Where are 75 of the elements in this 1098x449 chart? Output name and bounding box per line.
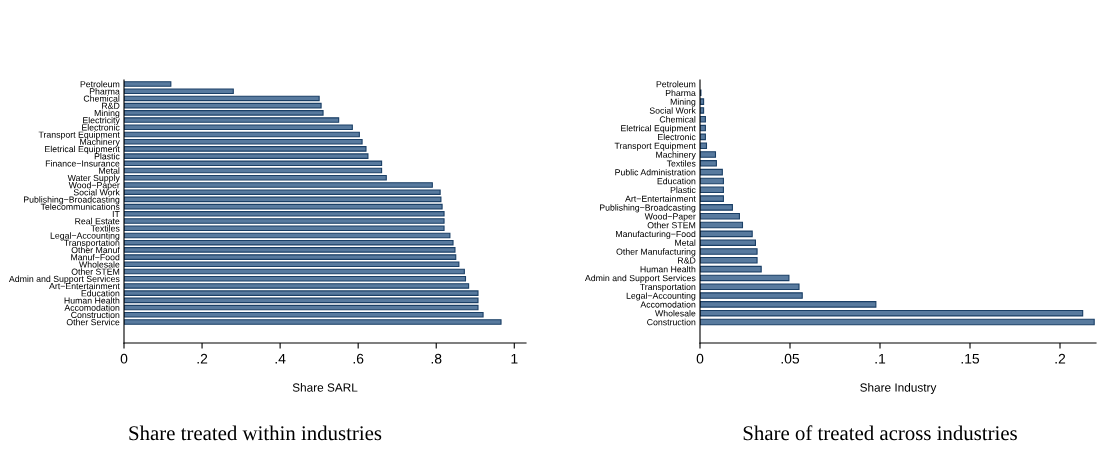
- y-tick-label: Art−Entertainment: [49, 282, 120, 290]
- x-axis-title: Share SARL: [292, 383, 358, 392]
- y-tick-label: Wholesale: [79, 261, 120, 268]
- x-tick-label: .8: [431, 353, 442, 364]
- x-tick-label: 0: [696, 353, 704, 364]
- y-tick-label: Pharma: [665, 89, 696, 97]
- y-tick-label: Education: [657, 177, 696, 185]
- y-tick-label: Real Estate: [75, 217, 120, 225]
- y-tick-label: Other STEM: [647, 221, 696, 229]
- x-tick-label: 1: [511, 353, 518, 364]
- y-tick-label: Eletrical Equipment: [45, 145, 120, 154]
- y-tick-label: Finance−Insurance: [45, 160, 120, 167]
- y-tick-label: R&D: [678, 257, 696, 264]
- y-tick-label: Eletrical Equipment: [621, 124, 696, 134]
- y-tick-label: R&D: [102, 102, 120, 109]
- y-tick-label: Art−Entertainment: [625, 195, 696, 202]
- y-tick-label: Electronic: [658, 133, 696, 141]
- y-tick-label: Pharma: [89, 88, 120, 95]
- y-tick-label: Textiles: [666, 160, 696, 167]
- y-tick-label: Legal−Accounting: [50, 232, 120, 241]
- y-tick-label: Wood−Paper: [68, 181, 120, 190]
- y-tick-label: Mining: [94, 109, 120, 118]
- y-tick-label: Manufacturing−Food: [616, 230, 696, 239]
- y-tick-label: Electricity: [83, 116, 120, 126]
- y-tick-label: Human Health: [64, 297, 120, 304]
- text: Share of treated across industries: [743, 425, 1017, 441]
- text: Share treated within industries: [129, 425, 382, 441]
- x-tick-label: .2: [1055, 353, 1066, 364]
- y-tick-label: Other Manuf: [71, 246, 120, 254]
- x-tick-label: .4: [275, 353, 286, 364]
- y-tick-label: Wholesale: [655, 310, 696, 317]
- y-tick-label: Admin and Support Services: [584, 274, 696, 283]
- y-tick-label: Legal−Accounting: [626, 292, 696, 301]
- x-tick-label: .6: [353, 353, 364, 364]
- x-tick-label: .1: [875, 353, 886, 364]
- y-tick-label: Metal: [99, 167, 120, 174]
- y-tick-label: Mining: [670, 98, 696, 107]
- y-tick-label: Transportation: [63, 239, 120, 248]
- y-tick-label: Plastic: [94, 152, 120, 160]
- y-tick-label: Construction: [647, 318, 696, 326]
- y-tick-label: Petroleum: [80, 80, 120, 88]
- y-tick-label: Accomodation: [640, 301, 696, 308]
- y-tick-label: Textiles: [90, 225, 120, 232]
- y-tick-label: Transportation: [639, 283, 696, 292]
- x-tick-label: 0: [120, 353, 128, 364]
- y-tick-label: Social Work: [649, 107, 696, 114]
- x-tick-label: .05: [781, 353, 800, 364]
- y-tick-label: Other Manufacturing: [616, 248, 696, 257]
- y-tick-label: Wood−Paper: [644, 213, 696, 222]
- y-tick-label: IT: [112, 210, 120, 217]
- y-tick-label: Other Service: [66, 318, 120, 326]
- y-tick-label: Manuf−Food: [71, 253, 120, 261]
- y-tick-label: Chemical: [83, 95, 120, 102]
- y-tick-label: Plastic: [670, 186, 696, 194]
- y-tick-label: Accomodation: [64, 304, 120, 311]
- y-tick-label: Telecommunications: [40, 203, 120, 210]
- y-tick-label: Publishing−Broadcasting: [24, 196, 120, 205]
- y-tick-label: Petroleum: [656, 80, 696, 88]
- x-axis-title: Share Industry: [860, 383, 937, 395]
- y-tick-label: Transport Equipment: [38, 131, 120, 140]
- y-tick-label: Metal: [675, 239, 696, 246]
- y-tick-label: Publishing−Broadcasting: [600, 204, 696, 213]
- y-tick-label: Electronic: [82, 124, 120, 131]
- y-tick-label: Other STEM: [71, 268, 120, 275]
- x-tick-label: .2: [197, 353, 208, 364]
- y-tick-label: Machinery: [656, 151, 696, 160]
- y-tick-label: Education: [81, 289, 120, 297]
- y-tick-label: Public Administration: [615, 168, 696, 176]
- y-tick-label: Machinery: [80, 138, 120, 147]
- y-tick-label: Chemical: [659, 116, 696, 123]
- y-tick-label: Human Health: [640, 265, 696, 273]
- y-tick-label: Social Work: [73, 189, 120, 196]
- y-tick-label: Transport Equipment: [614, 142, 696, 151]
- y-tick-label: Construction: [71, 311, 120, 319]
- x-tick-label: .15: [961, 353, 980, 364]
